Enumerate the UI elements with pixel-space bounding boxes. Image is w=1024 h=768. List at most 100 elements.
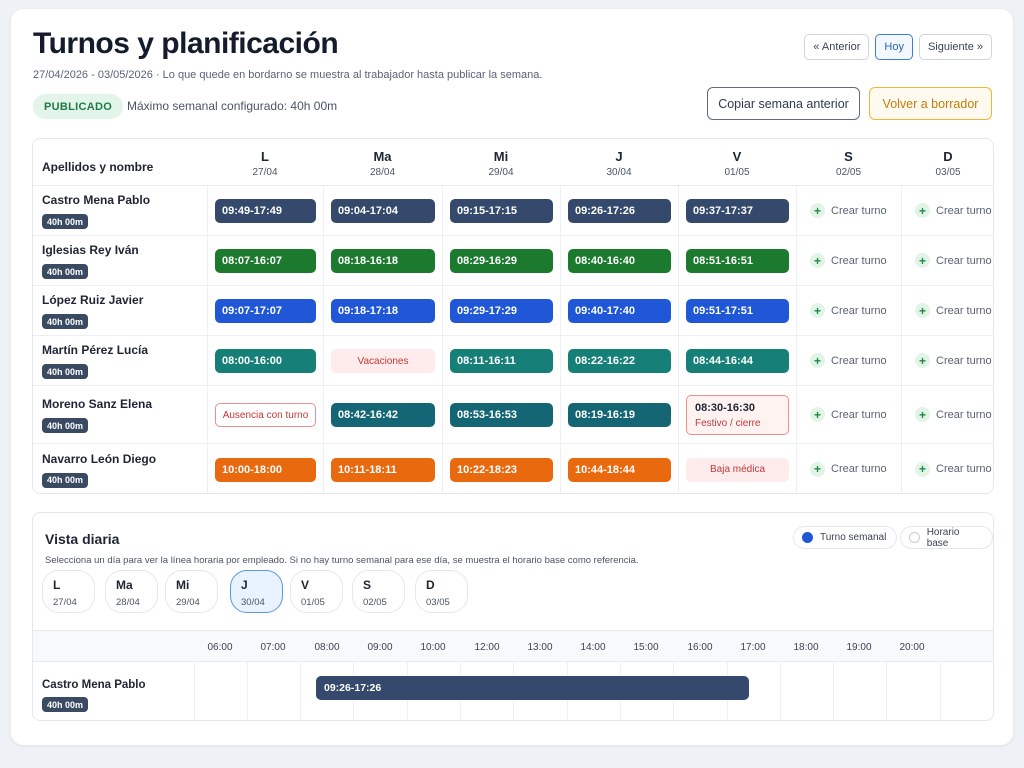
create-shift-button[interactable]: + Crear turno bbox=[915, 461, 992, 477]
create-shift-button[interactable]: + Crear turno bbox=[915, 203, 992, 218]
hour-tick-label: 06:00 bbox=[207, 642, 233, 653]
employee-name: Iglesias Rey Iván bbox=[42, 243, 139, 257]
shift-cell[interactable]: 09:18-17:18 bbox=[331, 299, 435, 323]
column-divider bbox=[442, 186, 443, 493]
create-shift-button[interactable]: + Crear turno bbox=[810, 461, 887, 477]
shift-cell[interactable]: 10:11-18:11 bbox=[331, 457, 435, 482]
shift-cell[interactable]: 08:51-16:51 bbox=[686, 249, 789, 273]
shift-cell[interactable]: 09:26-17:26 bbox=[568, 199, 671, 223]
create-shift-button[interactable]: + Crear turno bbox=[810, 203, 887, 218]
shift-cell[interactable]: 10:00-18:00 bbox=[215, 457, 316, 482]
shift-cell[interactable]: 08:11-16:11 bbox=[450, 349, 553, 373]
back-to-draft-button[interactable]: Volver a borrador bbox=[869, 87, 992, 120]
previous-week-button[interactable]: « Anterior bbox=[804, 34, 870, 60]
shift-cell[interactable]: 09:40-17:40 bbox=[568, 299, 671, 323]
day-selector-chip[interactable]: J 30/04 bbox=[230, 570, 283, 613]
hour-tick-label: 09:00 bbox=[367, 642, 393, 653]
hour-tick-label: 08:00 bbox=[314, 642, 340, 653]
day-chip-letter: Ma bbox=[116, 578, 133, 592]
shift-cell[interactable]: 08:40-16:40 bbox=[568, 249, 671, 273]
day-column-header: Ma 28/04 bbox=[323, 149, 442, 178]
shift-note: Festivo / cierre bbox=[695, 417, 761, 429]
create-shift-button[interactable]: + Crear turno bbox=[915, 407, 992, 422]
plus-icon: + bbox=[915, 253, 930, 268]
day-chip-date: 28/04 bbox=[116, 597, 140, 608]
hour-tick-label: 18:00 bbox=[793, 642, 819, 653]
day-chip-letter: L bbox=[53, 578, 61, 592]
copy-previous-week-button[interactable]: Copiar semana anterior bbox=[707, 87, 860, 120]
daily-view: Vista diaria Selecciona un día para ver … bbox=[32, 512, 994, 721]
daily-view-subtitle: Selecciona un día para ver la línea hora… bbox=[45, 555, 639, 566]
shift-cell[interactable]: Baja médica bbox=[686, 457, 789, 482]
employee-name: López Ruiz Javier bbox=[42, 293, 144, 307]
shift-cell[interactable]: 10:22-18:23 bbox=[450, 457, 553, 482]
day-chip-date: 03/05 bbox=[426, 597, 450, 608]
shift-cell[interactable]: 08:22-16:22 bbox=[568, 349, 671, 373]
hour-tick-label: 16:00 bbox=[687, 642, 713, 653]
hours-badge: 40h 00m bbox=[42, 264, 89, 279]
hour-tick-label: 20:00 bbox=[899, 642, 925, 653]
day-selector-chip[interactable]: V 01/05 bbox=[290, 570, 343, 613]
weekly-shift-toggle[interactable]: Turno semanal bbox=[793, 526, 898, 549]
shift-cell[interactable]: 08:42-16:42 bbox=[331, 403, 435, 427]
create-shift-button[interactable]: + Crear turno bbox=[810, 353, 887, 368]
shift-cell[interactable]: 09:07-17:07 bbox=[215, 299, 316, 323]
timeline-shift-bar[interactable]: 09:26-17:26 bbox=[316, 676, 749, 700]
hour-gridline bbox=[886, 662, 887, 720]
next-week-button[interactable]: Siguiente » bbox=[918, 34, 992, 60]
day-selector-chip[interactable]: L 27/04 bbox=[42, 570, 95, 613]
status-badge: PUBLICADO bbox=[33, 94, 124, 119]
shift-cell[interactable]: 10:44-18:44 bbox=[568, 457, 671, 482]
plus-icon: + bbox=[915, 461, 930, 477]
shift-cell[interactable]: 08:18-16:18 bbox=[331, 249, 435, 273]
create-shift-button[interactable]: + Crear turno bbox=[915, 353, 992, 368]
create-shift-label: Crear turno bbox=[831, 408, 887, 421]
base-schedule-toggle[interactable]: Horario base bbox=[900, 526, 993, 549]
shift-cell[interactable]: 08:19-16:19 bbox=[568, 403, 671, 427]
hour-tick-label: 14:00 bbox=[580, 642, 606, 653]
create-shift-button[interactable]: + Crear turno bbox=[915, 253, 992, 268]
employee-row: Navarro León Diego 40h 00m 10:00-18:00 10:1… bbox=[33, 444, 993, 493]
day-selector-chip[interactable]: S 02/05 bbox=[352, 570, 405, 613]
weekly-grid-header: Apellidos y nombre L 27/04 Ma 28/04 Mi 29/04 J… bbox=[33, 139, 993, 186]
week-subtitle: 27/04/2026 - 03/05/2026 · Lo que quede e… bbox=[33, 69, 543, 81]
create-shift-button[interactable]: + Crear turno bbox=[810, 303, 887, 318]
day-chip-date: 30/04 bbox=[241, 597, 265, 608]
today-button[interactable]: Hoy bbox=[875, 34, 913, 60]
day-letter: S bbox=[844, 149, 853, 164]
day-selector-chip[interactable]: Mi 29/04 bbox=[165, 570, 218, 613]
shift-cell[interactable]: 08:29-16:29 bbox=[450, 249, 553, 273]
day-column-header: V 01/05 bbox=[678, 149, 796, 178]
create-shift-button[interactable]: + Crear turno bbox=[810, 253, 887, 268]
day-chip-date: 29/04 bbox=[176, 597, 200, 608]
column-divider bbox=[678, 186, 679, 493]
day-date: 01/05 bbox=[724, 167, 750, 178]
shift-cell[interactable]: Ausencia con turno bbox=[215, 403, 316, 427]
shift-cell[interactable]: 08:00-16:00 bbox=[215, 349, 316, 373]
create-shift-button[interactable]: + Crear turno bbox=[915, 303, 992, 318]
day-letter: Mi bbox=[493, 149, 509, 164]
shift-cell[interactable]: 09:37-17:37 bbox=[686, 199, 789, 223]
create-shift-button[interactable]: + Crear turno bbox=[810, 407, 887, 422]
shift-cell[interactable]: 08:53-16:53 bbox=[450, 403, 553, 427]
shift-cell[interactable]: 09:29-17:29 bbox=[450, 299, 553, 323]
day-chip-letter: D bbox=[426, 578, 435, 592]
shift-cell[interactable]: 08:44-16:44 bbox=[686, 349, 789, 373]
day-selector-chip[interactable]: Ma 28/04 bbox=[105, 570, 158, 613]
shift-cell[interactable]: 09:04-17:04 bbox=[331, 199, 435, 223]
max-weekly-hours: Máximo semanal configurado: 40h 00m bbox=[127, 99, 338, 113]
shift-cell[interactable]: 09:15-17:15 bbox=[450, 199, 553, 223]
shift-cell[interactable]: 09:49-17:49 bbox=[215, 199, 316, 223]
shift-cell[interactable]: 09:51-17:51 bbox=[686, 299, 789, 323]
create-shift-label: Crear turno bbox=[936, 304, 992, 317]
day-date: 29/04 bbox=[488, 167, 514, 178]
page-title: Turnos y planificación bbox=[33, 27, 339, 60]
hours-badge: 40h 00m bbox=[42, 472, 89, 488]
day-selector-chip[interactable]: D 03/05 bbox=[415, 570, 468, 613]
shift-cell[interactable]: 08:07-16:07 bbox=[215, 249, 316, 273]
shift-cell[interactable]: 08:30-16:30 Festivo / cierre bbox=[686, 395, 789, 435]
employee-name: Castro Mena Pablo bbox=[42, 193, 151, 207]
day-column-header: J 30/04 bbox=[560, 149, 678, 178]
week-navigation: « Anterior Hoy Siguiente » bbox=[804, 34, 992, 60]
shift-cell[interactable]: Vacaciones bbox=[331, 349, 435, 373]
